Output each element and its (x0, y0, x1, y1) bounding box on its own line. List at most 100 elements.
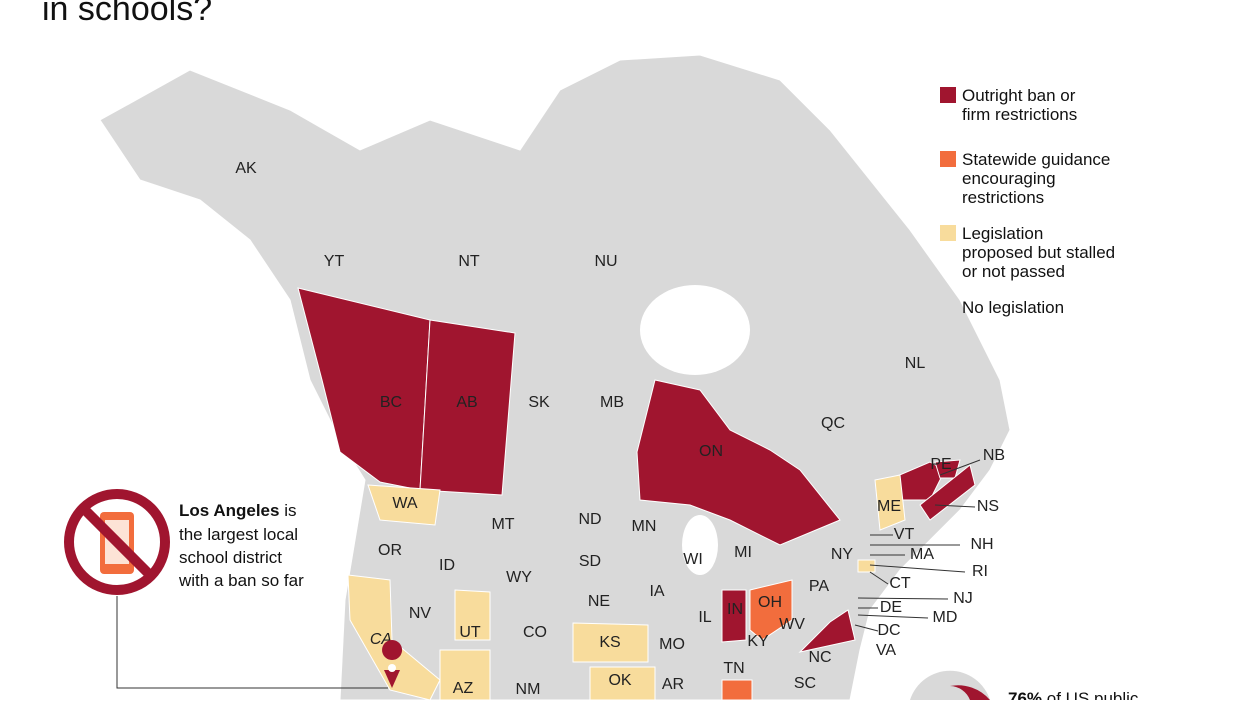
legend-label: or not passed (962, 262, 1065, 281)
region (367, 484, 441, 526)
region-label: NM (516, 681, 541, 698)
region-label: WI (683, 551, 703, 568)
callout-line: the largest local (179, 525, 298, 544)
callout-bold: Los Angeles (179, 501, 279, 520)
region-label: OK (608, 672, 631, 689)
region-label: KY (747, 633, 769, 650)
region-label: IA (649, 583, 664, 600)
legend-label: Statewide guidance (962, 150, 1110, 169)
region-label: VT (894, 526, 915, 543)
region-label: MN (632, 518, 657, 535)
region-label: NB (983, 447, 1005, 464)
region-label: WV (779, 616, 805, 633)
region-label: AK (235, 160, 257, 177)
region-label: OR (378, 542, 402, 559)
region-label: TN (723, 660, 744, 677)
region-label: WA (392, 495, 418, 512)
callout-text: is (284, 501, 296, 520)
leaders (854, 459, 981, 632)
hudson-bay (640, 285, 750, 375)
region-label: MI (734, 544, 752, 561)
callout: Los Angeles is the largest local school di… (178, 501, 304, 590)
region-label: AR (662, 676, 684, 693)
region-label: NU (594, 253, 617, 270)
region-label: NV (409, 605, 432, 622)
region-label: ID (439, 557, 455, 574)
legend-label: firm restrictions (962, 105, 1077, 124)
region-label: QC (821, 415, 845, 432)
legend-swatch (940, 225, 956, 241)
legend-label: No legislation (962, 298, 1064, 317)
legend-label: restrictions (962, 188, 1044, 207)
legend-swatch (940, 151, 956, 167)
region-label: DE (880, 599, 902, 616)
title: in schools? (42, 0, 212, 28)
region-label: SD (579, 553, 601, 570)
region (454, 589, 491, 641)
legend-label: Outright ban or (962, 86, 1076, 105)
region-label: NS (977, 498, 999, 515)
region (749, 579, 793, 641)
region-label: KS (599, 634, 620, 651)
region (572, 622, 649, 663)
region (721, 679, 753, 701)
region-label: MD (933, 609, 958, 626)
region-label: YT (324, 253, 345, 270)
region (636, 379, 841, 546)
region-label: IN (727, 601, 743, 618)
region-label: RI (972, 563, 988, 580)
region-label: NH (970, 536, 993, 553)
region (798, 609, 856, 653)
stat-value: 76% (1008, 689, 1042, 700)
region-label: SK (528, 394, 550, 411)
region (857, 559, 876, 573)
legend-label: proposed but stalled (962, 243, 1115, 262)
region-label: MO (659, 636, 685, 653)
region-label: NC (808, 649, 831, 666)
region-label: CO (523, 624, 547, 641)
region (419, 319, 516, 496)
region-label: DC (877, 622, 900, 639)
region-label: ME (877, 498, 901, 515)
region-label: PA (809, 578, 829, 595)
region-label: ND (578, 511, 601, 528)
stat: 76% of US public (1008, 689, 1139, 700)
region (347, 574, 441, 701)
stat-text: of US public (1047, 689, 1139, 700)
region-label: NE (588, 593, 610, 610)
legend-swatch (940, 87, 956, 103)
region-label: MB (600, 394, 624, 411)
region-label: ON (699, 443, 723, 460)
region (721, 589, 747, 643)
region-label: AB (456, 394, 477, 411)
region-label: OH (758, 594, 782, 611)
legend-label: Legislation (962, 224, 1043, 243)
region-label: NL (905, 355, 926, 372)
callout-line: Los Angeles is (179, 501, 296, 520)
region-label: AZ (453, 680, 474, 697)
region-label: NJ (953, 590, 973, 607)
region-label: MT (491, 516, 514, 533)
stat-donut-share (950, 685, 990, 700)
region-label: NY (831, 546, 854, 563)
region-label: MA (910, 546, 934, 563)
legend-label: encouraging (962, 169, 1056, 188)
region-label: PE (930, 456, 951, 473)
region-label: VA (876, 642, 896, 659)
callout-line: school district (179, 548, 282, 567)
region-label: NT (458, 253, 480, 270)
region-label: UT (459, 624, 481, 641)
callout-line: with a ban so far (178, 571, 304, 590)
callout-icon (64, 489, 403, 689)
region-label: CT (889, 575, 911, 592)
landmass (99, 54, 1011, 701)
lake (682, 515, 718, 575)
legend-swatch (940, 299, 956, 315)
region-label: BC (380, 394, 402, 411)
region (874, 474, 906, 531)
region (919, 464, 976, 521)
region-label: WY (506, 569, 532, 586)
